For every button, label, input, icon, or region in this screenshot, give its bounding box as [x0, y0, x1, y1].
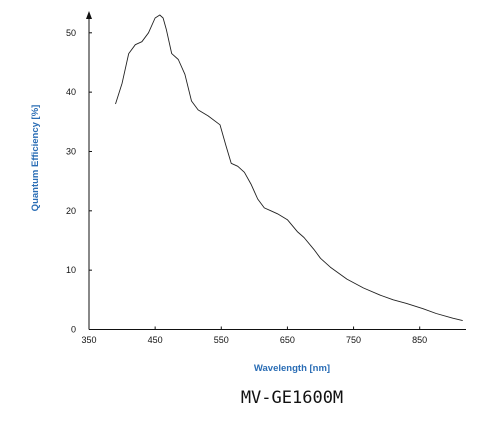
y-axis-title: Quantum Efficiency [%]: [30, 105, 41, 212]
y-axis-ticks: 0 10 20 30 40 50: [66, 28, 92, 335]
y-tick-label: 10: [66, 265, 76, 275]
x-tick-label: 750: [346, 335, 361, 345]
x-axis-title: Wavelength [nm]: [254, 363, 330, 374]
x-axis-ticks: 350 450 550 650 750 850: [81, 326, 427, 345]
x-tick-label: 650: [280, 335, 295, 345]
x-tick-label: 450: [148, 335, 163, 345]
camera-model-label: MV-GE1600M: [241, 388, 343, 408]
quantum-efficiency-line: [115, 14, 463, 322]
x-tick-label: 350: [81, 335, 96, 345]
axes: [86, 11, 466, 330]
y-tick-label: 50: [66, 28, 76, 38]
x-tick-label: 850: [412, 335, 427, 345]
y-tick-label: 0: [71, 325, 76, 335]
y-tick-label: 20: [66, 206, 76, 216]
y-axis-arrow: [86, 11, 92, 19]
y-tick-label: 40: [66, 87, 76, 97]
y-tick-label: 30: [66, 146, 76, 156]
x-tick-label: 550: [214, 335, 229, 345]
